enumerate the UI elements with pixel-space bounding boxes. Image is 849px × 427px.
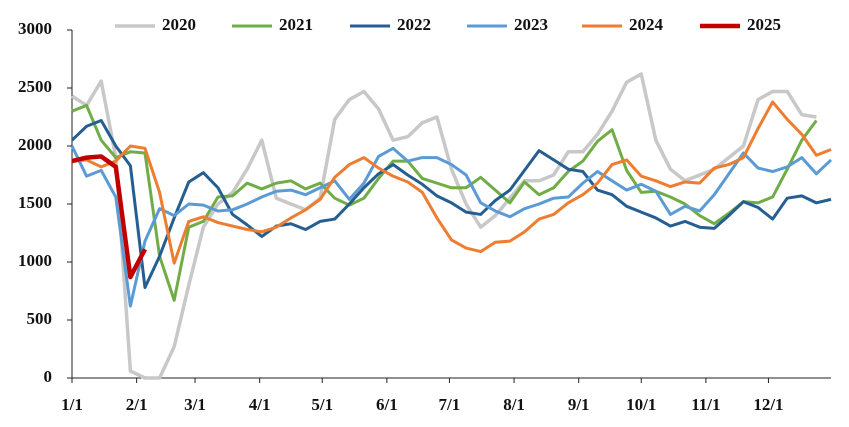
x-tick-label: 6/1 xyxy=(376,395,398,414)
x-tick-label: 12/1 xyxy=(753,395,783,414)
legend-label: 2022 xyxy=(397,15,431,34)
series-line xyxy=(70,145,833,308)
legend-label: 2024 xyxy=(629,15,664,34)
legend-label: 2025 xyxy=(747,15,781,34)
series-line xyxy=(71,72,817,380)
x-tick-label: 5/1 xyxy=(311,395,333,414)
x-tick-label: 10/1 xyxy=(626,395,656,414)
legend-label: 2021 xyxy=(279,15,313,34)
series-line xyxy=(71,100,832,265)
x-tick-label: 8/1 xyxy=(503,395,525,414)
x-tick-label: 9/1 xyxy=(568,395,590,414)
legend-label: 2023 xyxy=(514,15,548,34)
y-tick-label: 3000 xyxy=(18,19,52,38)
x-tick-label: 1/1 xyxy=(61,395,83,414)
y-tick-label: 1500 xyxy=(18,193,52,212)
series-line xyxy=(71,103,818,302)
x-tick-label: 11/1 xyxy=(691,395,720,414)
y-tick-label: 0 xyxy=(44,367,53,386)
y-tick-label: 2000 xyxy=(18,135,52,154)
x-tick-label: 2/1 xyxy=(126,395,148,414)
y-tick-label: 500 xyxy=(27,309,53,328)
series-line xyxy=(70,118,832,290)
x-tick-label: 3/1 xyxy=(184,395,206,414)
series-line xyxy=(71,154,147,280)
y-tick-label: 1000 xyxy=(18,251,52,270)
x-tick-label: 4/1 xyxy=(249,395,271,414)
x-tick-label: 7/1 xyxy=(439,395,461,414)
y-tick-label: 2500 xyxy=(18,77,52,96)
legend-label: 2020 xyxy=(162,15,196,34)
